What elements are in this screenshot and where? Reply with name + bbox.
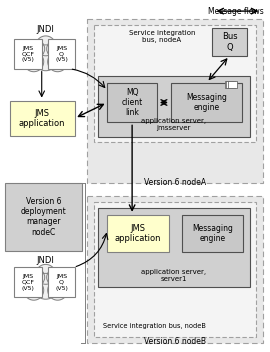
Text: JMS
Q
(V5): JMS Q (V5) <box>55 45 68 62</box>
Circle shape <box>47 268 65 286</box>
Circle shape <box>27 268 45 286</box>
Text: JMS
QCF
(V5): JMS QCF (V5) <box>21 274 34 291</box>
Bar <box>14 39 42 69</box>
Circle shape <box>19 275 37 293</box>
Bar <box>87 196 263 343</box>
Text: Version 6
deployment
manager
nodeC: Version 6 deployment manager nodeC <box>21 197 67 237</box>
Bar <box>87 19 263 183</box>
Circle shape <box>48 280 68 300</box>
Circle shape <box>19 47 37 65</box>
Text: application server,
server1: application server, server1 <box>141 269 206 282</box>
Bar <box>224 81 234 88</box>
Bar <box>227 81 235 88</box>
Text: JMS
application: JMS application <box>18 109 65 128</box>
Bar <box>98 208 250 287</box>
Circle shape <box>48 52 68 72</box>
Text: application server,
jmsserver: application server, jmsserver <box>141 118 206 131</box>
Text: Messaging
engine: Messaging engine <box>192 224 233 243</box>
Bar <box>48 39 76 69</box>
Bar <box>5 183 82 251</box>
Text: JMS
Q
(V5): JMS Q (V5) <box>55 274 68 291</box>
Circle shape <box>36 36 56 56</box>
Text: Service integration
bus, nodeA: Service integration bus, nodeA <box>129 30 195 43</box>
Bar <box>228 81 237 88</box>
Bar <box>171 83 242 122</box>
Bar <box>212 28 247 56</box>
Bar <box>107 215 169 252</box>
Bar <box>182 215 243 252</box>
Bar <box>48 268 76 297</box>
Circle shape <box>24 280 44 300</box>
Text: JNDI: JNDI <box>37 257 55 265</box>
Text: Bus
Q: Bus Q <box>222 32 237 52</box>
Bar <box>10 101 75 136</box>
Text: Message flows: Message flows <box>208 7 263 16</box>
Circle shape <box>55 47 73 65</box>
Circle shape <box>33 45 59 71</box>
Bar <box>94 202 256 337</box>
Bar <box>14 268 42 297</box>
Circle shape <box>55 275 73 293</box>
Text: JNDI: JNDI <box>37 25 55 34</box>
Text: Service integration bus, nodeB: Service integration bus, nodeB <box>103 323 205 329</box>
Text: MQ
client
link: MQ client link <box>122 88 143 117</box>
Circle shape <box>33 274 59 299</box>
Circle shape <box>24 52 44 72</box>
Text: Version 6 nodeB: Version 6 nodeB <box>144 337 206 346</box>
Bar <box>98 76 250 137</box>
Circle shape <box>27 40 45 58</box>
Circle shape <box>47 40 65 58</box>
Bar <box>107 83 157 122</box>
Text: JMS
QCF
(V5): JMS QCF (V5) <box>21 45 34 62</box>
Text: Messaging
engine: Messaging engine <box>186 93 227 112</box>
Text: Version 6 nodeA: Version 6 nodeA <box>144 178 206 187</box>
Text: JMS
application: JMS application <box>115 224 161 243</box>
Circle shape <box>36 264 56 284</box>
Bar <box>94 25 256 142</box>
